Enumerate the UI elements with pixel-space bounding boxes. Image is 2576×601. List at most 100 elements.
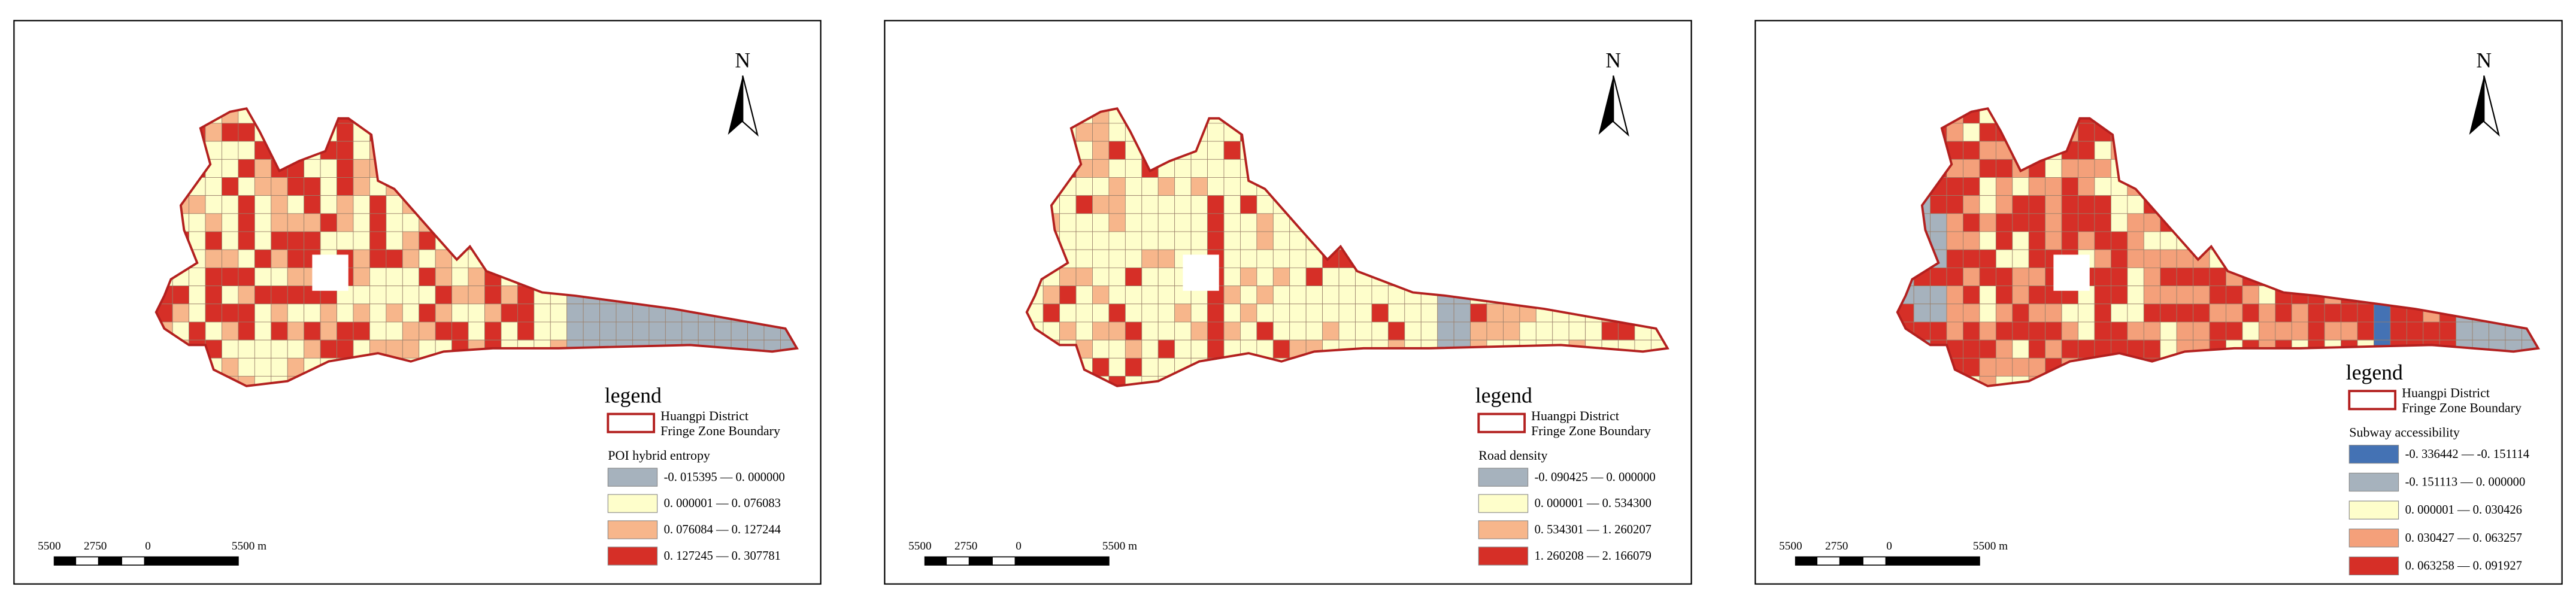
grid-cell bbox=[353, 267, 370, 286]
grid-cell bbox=[2045, 231, 2062, 250]
grid-cell bbox=[1240, 303, 1257, 323]
grid-cell bbox=[1141, 357, 1159, 377]
grid-cell bbox=[205, 231, 222, 250]
grid-cell bbox=[287, 286, 305, 305]
grid-cell bbox=[1995, 231, 2013, 250]
grid-cell bbox=[1387, 321, 1405, 341]
legend-swatch bbox=[1478, 520, 1529, 539]
grid-cell bbox=[1223, 195, 1241, 214]
grid-cell bbox=[271, 177, 288, 196]
grid-cell bbox=[1519, 321, 1536, 341]
grid-cell bbox=[337, 195, 354, 214]
grid-cell bbox=[189, 213, 206, 232]
grid-cell bbox=[484, 321, 502, 341]
grid-cell bbox=[2094, 141, 2111, 160]
grid-cell bbox=[2061, 339, 2078, 359]
grid-cell bbox=[1075, 195, 1093, 214]
grid-cell bbox=[1223, 267, 1241, 286]
grid-cell bbox=[353, 249, 370, 268]
grid-cell bbox=[1963, 159, 1980, 178]
grid-cell bbox=[1979, 177, 1996, 196]
grid-cell bbox=[1437, 321, 1454, 341]
grid-cell bbox=[1930, 303, 1947, 323]
grid-cell bbox=[566, 321, 584, 341]
grid-cell bbox=[1963, 213, 1980, 232]
grid-cell bbox=[451, 321, 469, 341]
grid-cell bbox=[1157, 357, 1175, 377]
grid-cell bbox=[386, 231, 403, 250]
grid-cell bbox=[304, 177, 321, 196]
grid-cell bbox=[2258, 321, 2276, 341]
grid-cell bbox=[205, 286, 222, 305]
legend-swatch bbox=[607, 494, 658, 513]
grid-cell bbox=[665, 321, 683, 341]
grid-cell bbox=[1157, 249, 1175, 268]
grid-cell bbox=[189, 195, 206, 214]
grid-cell bbox=[2078, 213, 2095, 232]
grid-cell bbox=[1108, 321, 1126, 341]
grid-cell bbox=[1963, 357, 1980, 377]
grid-cell bbox=[1190, 177, 1208, 196]
scale-bar-segment bbox=[121, 556, 146, 566]
grid-cell bbox=[337, 177, 354, 196]
grid-cell bbox=[2357, 321, 2374, 341]
legend-title: legend bbox=[2346, 360, 2403, 384]
grid-cell bbox=[1092, 177, 1110, 196]
grid-cell bbox=[320, 231, 337, 250]
legend-boundary-label: Fringe Zone Boundary bbox=[2402, 400, 2522, 415]
grid-cell bbox=[402, 267, 420, 286]
grid-cell bbox=[287, 177, 305, 196]
grid-cell bbox=[1240, 321, 1257, 341]
grid-cell bbox=[1190, 339, 1208, 359]
grid-cell bbox=[222, 303, 239, 323]
grid-cell bbox=[1190, 195, 1208, 214]
grid-cell bbox=[2078, 303, 2095, 323]
grid-cell bbox=[1108, 339, 1126, 359]
grid-cell bbox=[205, 249, 222, 268]
grid-cell bbox=[435, 303, 453, 323]
grid-cell bbox=[1387, 303, 1405, 323]
grid-cell bbox=[1092, 249, 1110, 268]
grid-cell bbox=[1995, 321, 2013, 341]
grid-cell bbox=[271, 303, 288, 323]
grid-cell bbox=[1979, 141, 1996, 160]
scale-label: 5500 m bbox=[232, 540, 266, 553]
grid-cell bbox=[222, 267, 239, 286]
grid-cell bbox=[1108, 357, 1126, 377]
legend-boundary-swatch bbox=[607, 412, 656, 433]
grid-cell bbox=[2160, 303, 2177, 323]
grid-cell bbox=[271, 213, 288, 232]
grid-cell bbox=[386, 321, 403, 341]
legend-boundary-label: Huangpi District bbox=[1531, 408, 1619, 423]
grid-cell bbox=[238, 357, 255, 377]
grid-cell bbox=[222, 231, 239, 250]
hole bbox=[2053, 254, 2090, 291]
grid-cell bbox=[2061, 177, 2078, 196]
grid-cell bbox=[238, 123, 255, 142]
legend-swatch bbox=[607, 468, 658, 487]
grid-cell bbox=[501, 321, 518, 341]
grid-cell bbox=[1207, 195, 1225, 214]
grid-cell bbox=[1256, 249, 1274, 268]
grid-cell bbox=[2061, 321, 2078, 341]
grid-cell bbox=[2045, 177, 2062, 196]
legend-boundary-label: Huangpi District bbox=[660, 408, 748, 423]
grid-cell bbox=[1157, 195, 1175, 214]
grid-cell bbox=[1223, 177, 1241, 196]
grid-cell bbox=[435, 321, 453, 341]
grid-cell bbox=[1930, 213, 1947, 232]
grid-cell bbox=[1141, 303, 1159, 323]
scale-bar-segment bbox=[1795, 556, 1818, 566]
grid-cell bbox=[1190, 231, 1208, 250]
grid-cell bbox=[238, 213, 255, 232]
grid-cell bbox=[2143, 321, 2161, 341]
grid-cell bbox=[386, 267, 403, 286]
grid-cell bbox=[1125, 177, 1142, 196]
grid-cell bbox=[337, 321, 354, 341]
scale-label: 5500 bbox=[1779, 540, 1802, 553]
grid-cell bbox=[1963, 141, 1980, 160]
grid-cell bbox=[1946, 267, 1963, 286]
grid-cell bbox=[1207, 339, 1225, 359]
grid-cell bbox=[2028, 213, 2046, 232]
grid-cell bbox=[2078, 321, 2095, 341]
